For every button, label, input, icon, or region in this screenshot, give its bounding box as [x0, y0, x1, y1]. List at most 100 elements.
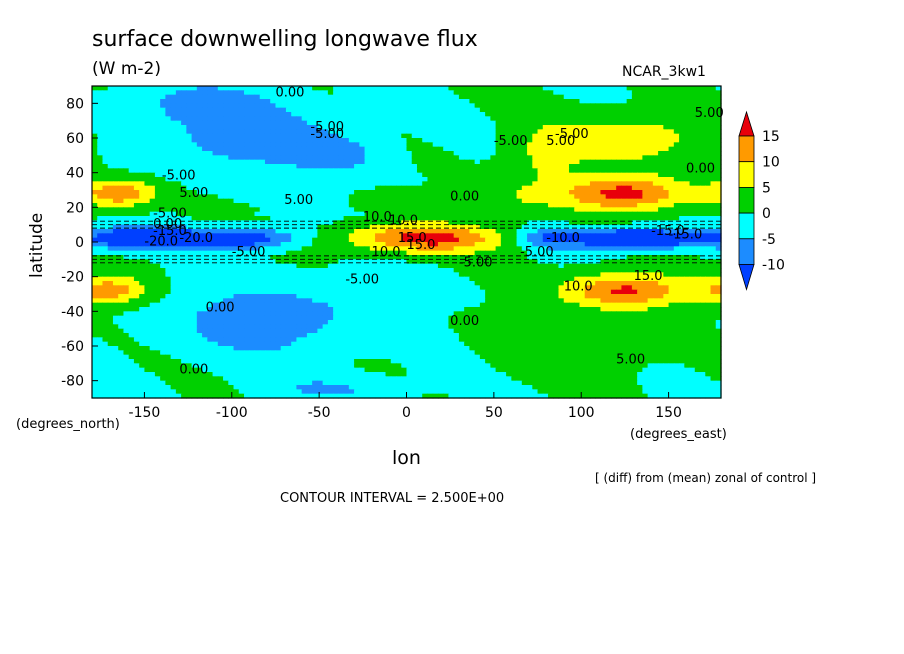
- field-cell: [228, 146, 235, 152]
- field-cell: [610, 125, 617, 130]
- field-cell: [249, 133, 256, 139]
- field-cell: [443, 112, 450, 117]
- field-cell: [464, 233, 470, 239]
- field-cell: [170, 259, 177, 265]
- field-cell: [338, 250, 345, 256]
- field-cell: [401, 177, 408, 182]
- field-cell: [249, 159, 256, 165]
- field-cell: [652, 120, 659, 126]
- field-cell: [165, 216, 172, 221]
- field-cell: [322, 155, 329, 161]
- field-cell: [343, 142, 350, 148]
- field-cell: [149, 86, 156, 91]
- field-cell: [97, 159, 104, 165]
- field-cell: [264, 220, 271, 226]
- field-cell: [112, 103, 119, 109]
- field-cell: [306, 86, 313, 91]
- field-cell: [207, 255, 214, 260]
- field-cell: [432, 146, 439, 152]
- field-cell: [228, 237, 235, 243]
- field-cell: [285, 86, 292, 91]
- field-cell: [133, 86, 140, 91]
- field-cell: [359, 129, 366, 135]
- field-cell: [584, 112, 591, 117]
- field-cell: [443, 155, 450, 161]
- field-cell: [317, 224, 324, 230]
- field-cell: [443, 164, 450, 169]
- field-cell: [700, 86, 706, 91]
- field-cell: [144, 151, 151, 156]
- field-cell: [102, 181, 109, 187]
- field-cell: [223, 250, 229, 256]
- field-cell: [574, 246, 581, 252]
- field-cell: [139, 194, 146, 200]
- field-cell: [170, 125, 177, 130]
- field-cell: [196, 125, 203, 130]
- field-cell: [385, 164, 392, 169]
- field-cell: [312, 133, 318, 139]
- field-cell: [128, 129, 135, 135]
- field-cell: [532, 94, 539, 100]
- field-cell: [521, 103, 528, 109]
- field-cell: [548, 207, 554, 213]
- field-cell: [589, 168, 596, 174]
- field-cell: [537, 133, 544, 139]
- field-cell: [270, 255, 277, 260]
- field-cell: [385, 255, 392, 260]
- field-cell: [296, 146, 303, 152]
- field-cell: [416, 250, 423, 256]
- field-cell: [600, 125, 607, 130]
- field-cell: [327, 229, 334, 234]
- field-cell: [348, 194, 355, 200]
- field-cell: [684, 211, 691, 217]
- field-cell: [668, 216, 675, 221]
- field-cell: [558, 194, 565, 200]
- field-cell: [511, 185, 518, 191]
- field-cell: [694, 250, 701, 256]
- field-cell: [631, 107, 638, 113]
- field-cell: [694, 255, 701, 260]
- field-cell: [348, 224, 355, 230]
- field-cell: [296, 133, 303, 139]
- field-cell: [154, 242, 161, 247]
- field-cell: [700, 224, 706, 230]
- field-cell: [264, 112, 271, 117]
- field-cell: [673, 138, 680, 143]
- field-cell: [469, 250, 476, 256]
- field-cell: [175, 233, 182, 239]
- field-cell: [196, 246, 203, 252]
- field-cell: [301, 250, 308, 256]
- field-cell: [144, 203, 151, 208]
- field-cell: [107, 242, 114, 247]
- field-cell: [223, 198, 229, 204]
- field-cell: [710, 216, 717, 221]
- field-cell: [217, 190, 224, 195]
- field-cell: [479, 99, 486, 104]
- field-cell: [527, 125, 533, 130]
- field-cell: [202, 103, 208, 109]
- field-cell: [453, 86, 460, 91]
- field-cell: [605, 155, 612, 161]
- field-cell: [416, 112, 423, 117]
- field-cell: [584, 255, 591, 260]
- field-cell: [139, 172, 146, 178]
- field-cell: [112, 86, 119, 91]
- field-cell: [359, 142, 366, 148]
- field-cell: [149, 133, 156, 139]
- field-cell: [92, 112, 98, 117]
- field-cell: [301, 177, 308, 182]
- field-cell: [506, 181, 512, 187]
- field-cell: [574, 129, 581, 135]
- field-cell: [563, 237, 570, 243]
- field-cell: [537, 103, 544, 109]
- field-cell: [333, 242, 339, 247]
- field-cell: [369, 138, 376, 143]
- field-cell: [416, 129, 423, 135]
- field-cell: [558, 216, 565, 221]
- field-cell: [495, 116, 502, 122]
- field-cell: [479, 142, 486, 148]
- field-cell: [647, 198, 654, 204]
- field-cell: [280, 224, 287, 230]
- field-cell: [558, 168, 565, 174]
- field-cell: [270, 177, 277, 182]
